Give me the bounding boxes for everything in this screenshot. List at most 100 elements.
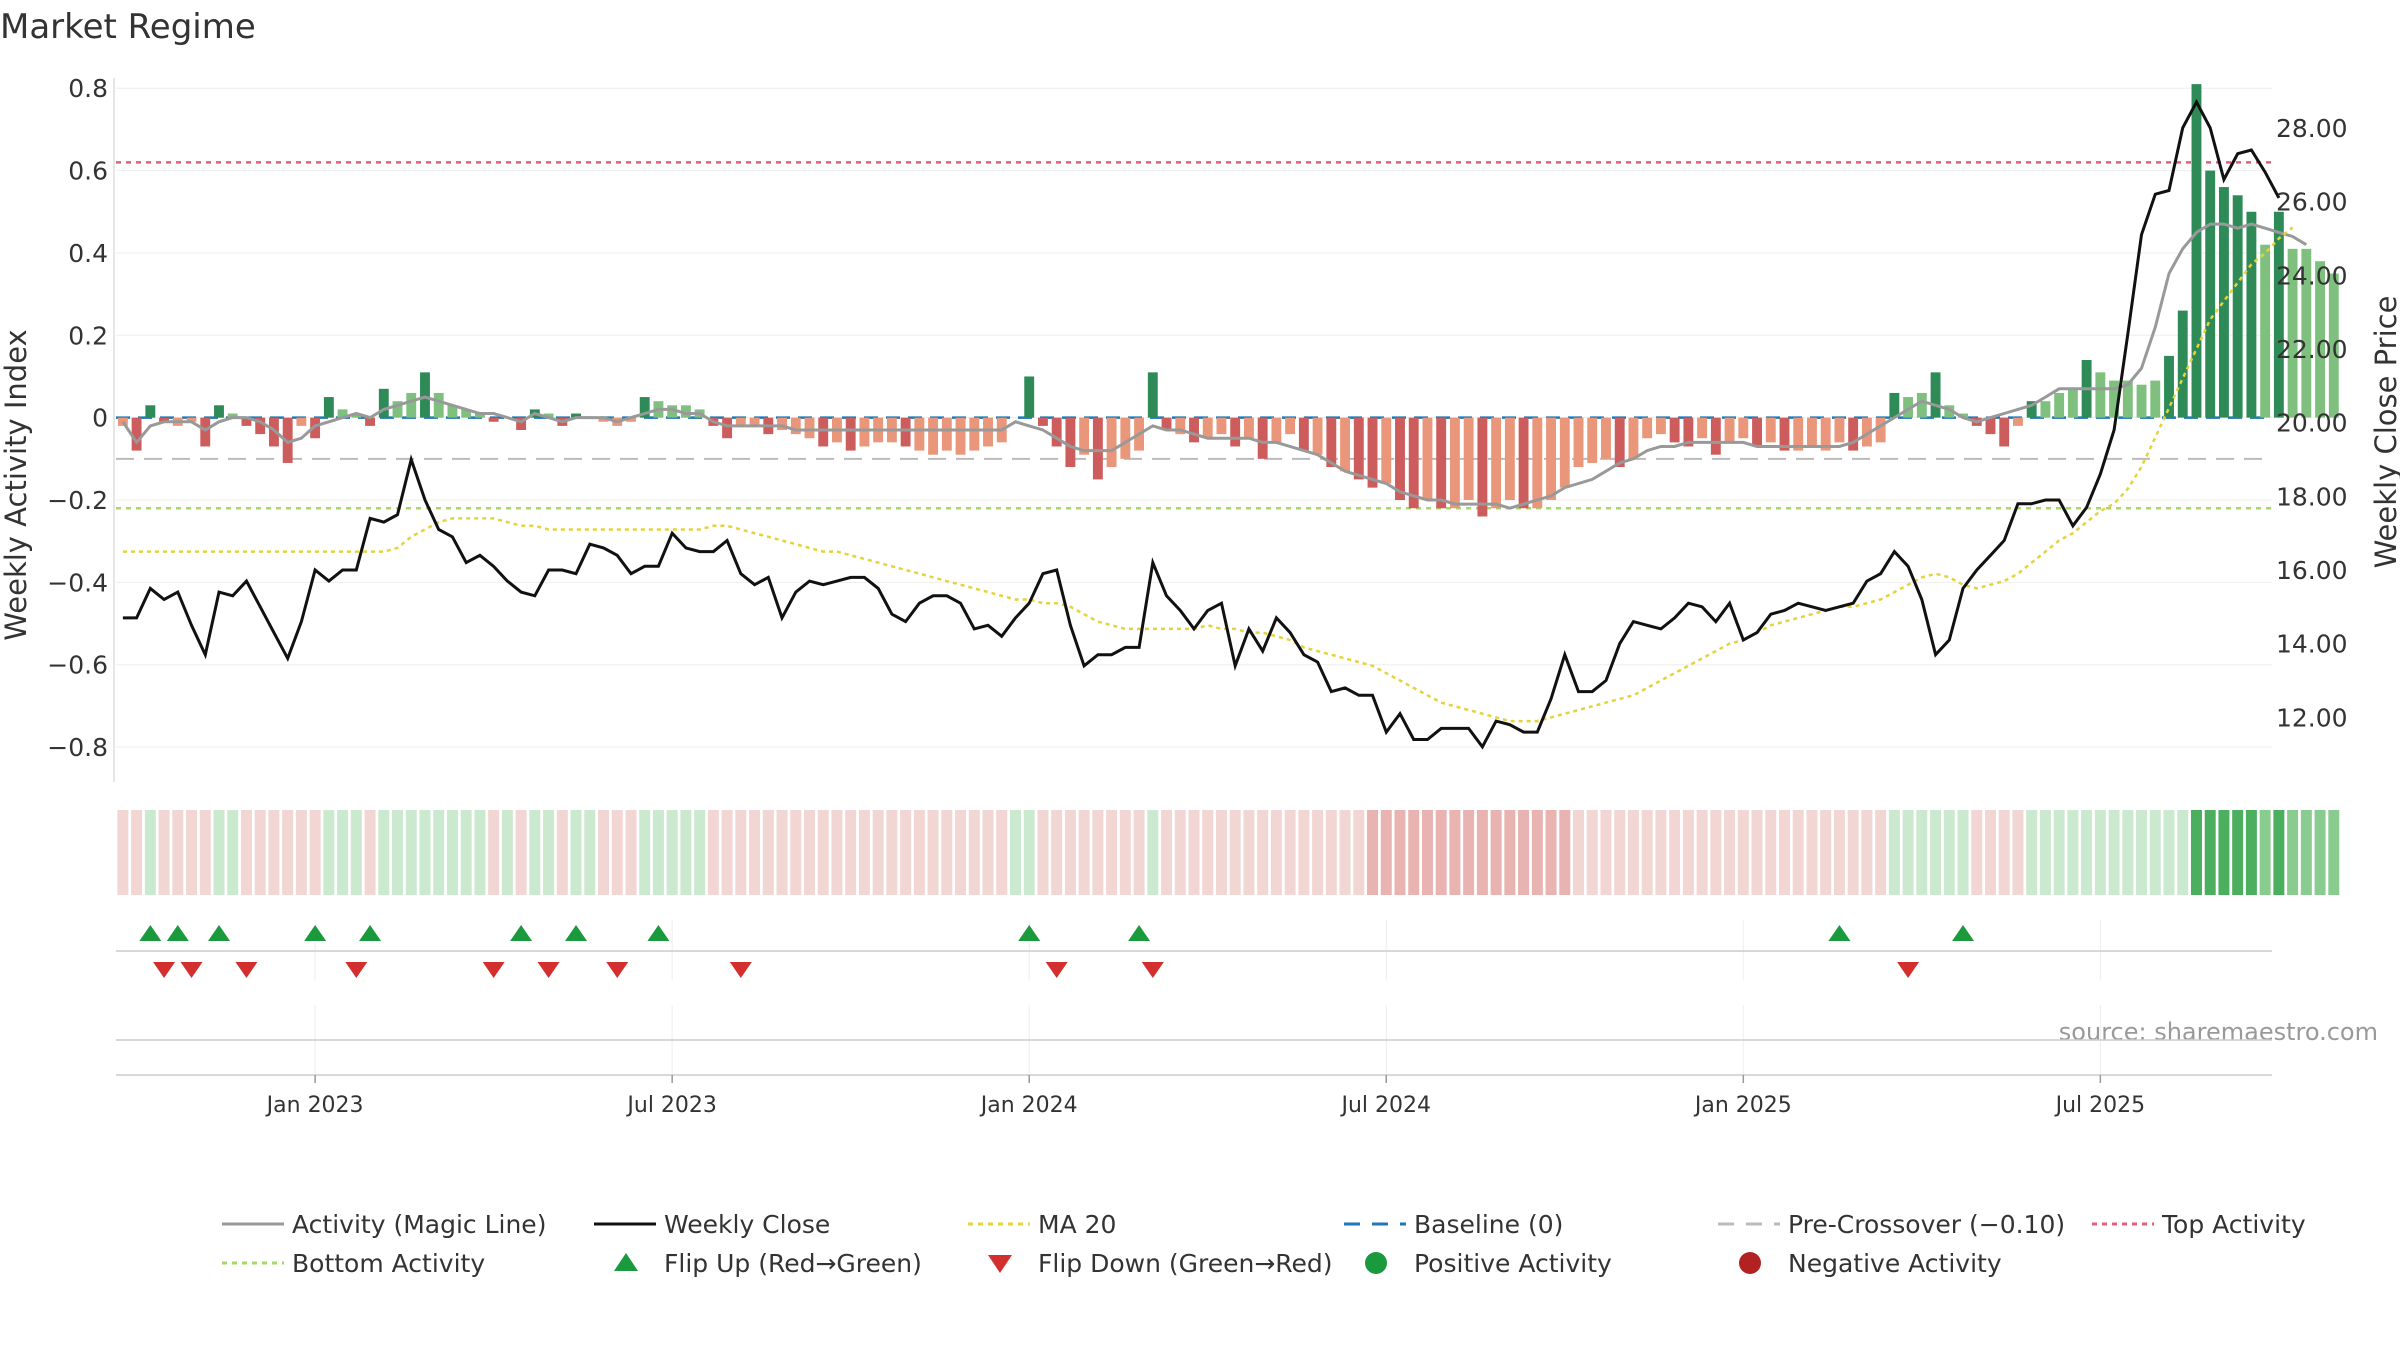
- regime-cell: [1614, 810, 1626, 895]
- regime-cell: [1875, 810, 1887, 895]
- legend-item: Weekly Close: [594, 1210, 830, 1239]
- activity-bar: [2301, 248, 2312, 418]
- y-right-tick-label: 20.00: [2276, 409, 2348, 438]
- activity-bar: [2054, 392, 2065, 418]
- regime-cell: [1270, 810, 1282, 895]
- activity-bar: [2232, 195, 2243, 418]
- activity-bars: [117, 84, 2339, 517]
- regime-cell: [872, 810, 884, 895]
- activity-bar: [1889, 392, 1900, 418]
- regime-cell: [831, 810, 843, 895]
- x-tick-label: Jan 2023: [265, 1093, 364, 1118]
- activity-bar: [1655, 417, 1666, 435]
- regime-cell: [886, 810, 898, 895]
- flip-up-marker: [304, 925, 327, 941]
- regime-cell: [1696, 810, 1708, 895]
- activity-bar: [1065, 417, 1076, 468]
- regime-cell: [1943, 810, 1955, 895]
- activity-bar: [1202, 417, 1213, 439]
- activity-bar: [1903, 397, 1914, 418]
- regime-cell: [1902, 810, 1914, 895]
- activity-bar: [1930, 372, 1941, 418]
- activity-bar: [1697, 417, 1708, 439]
- regime-cell: [941, 810, 953, 895]
- legend-label: Weekly Close: [664, 1210, 830, 1239]
- activity-bar: [1189, 417, 1199, 443]
- activity-bar: [1491, 417, 1502, 509]
- regime-cell: [186, 810, 198, 895]
- flip-markers-panel: [116, 920, 2272, 980]
- regime-cell: [2053, 810, 2065, 895]
- activity-bar: [2218, 187, 2229, 418]
- y-axis-left-title: Weekly Activity Index: [0, 329, 33, 640]
- activity-bar: [722, 417, 733, 439]
- y-left-tick-label: −0.2: [47, 486, 108, 515]
- y-right-tick-label: 24.00: [2276, 261, 2348, 290]
- legend-label: Bottom Activity: [292, 1249, 485, 1278]
- legend-label: Baseline (0): [1414, 1210, 1563, 1239]
- activity-bar: [1710, 417, 1721, 455]
- regime-cell: [2012, 810, 2024, 895]
- activity-bar: [1381, 417, 1392, 484]
- regime-cell: [927, 810, 939, 895]
- regime-cell: [913, 810, 925, 895]
- regime-cell: [707, 810, 719, 895]
- regime-cell: [2149, 810, 2161, 895]
- activity-bar: [777, 417, 787, 430]
- regime-cell: [584, 810, 596, 895]
- regime-cell: [817, 810, 829, 895]
- activity-bar: [323, 397, 334, 418]
- regime-cell: [1600, 810, 1612, 895]
- regime-cell: [1655, 810, 1667, 895]
- activity-bar: [1395, 417, 1405, 500]
- regime-cell: [1421, 810, 1433, 895]
- regime-cell: [1449, 810, 1461, 895]
- regime-cell: [735, 810, 747, 895]
- regime-cell: [295, 810, 307, 895]
- flip-down-marker: [482, 962, 505, 978]
- regime-cell: [1792, 810, 1804, 895]
- legend-label: Flip Up (Red→Green): [664, 1249, 922, 1278]
- regime-cell: [1930, 810, 1942, 895]
- regime-cell: [2136, 810, 2148, 895]
- flip-down-marker: [180, 962, 203, 978]
- activity-bar: [488, 417, 499, 422]
- activity-bar: [2273, 211, 2284, 418]
- axes: 0.8 0.6 0.4 0.2 0 −0.2 −0.4 −0.6 −0.8 28.00 26.00 2…: [47, 74, 2348, 782]
- regime-cell: [749, 810, 761, 895]
- flip-down-marker: [537, 962, 560, 978]
- regime-cell: [721, 810, 733, 895]
- legend-label: Activity (Magic Line): [292, 1210, 546, 1239]
- regime-cell: [900, 810, 912, 895]
- regime-cell: [1559, 810, 1571, 895]
- regime-cell: [666, 810, 678, 895]
- activity-bar: [1367, 417, 1378, 488]
- y-left-tick-label: 0: [92, 404, 108, 433]
- regime-cell: [1682, 810, 1694, 895]
- regime-cell: [364, 810, 376, 895]
- regime-cell: [1504, 810, 1516, 895]
- series-lines: [121, 98, 2308, 750]
- activity-bar: [1120, 417, 1131, 459]
- y-right-tick-label: 22.00: [2276, 335, 2348, 364]
- activity-bar: [1477, 417, 1488, 517]
- activity-bar: [2122, 380, 2133, 418]
- activity-bar: [639, 397, 650, 418]
- activity-bar: [1587, 417, 1598, 463]
- activity-bar: [2136, 384, 2147, 418]
- x-tick-label: Jan 2024: [979, 1093, 1078, 1118]
- regime-cell: [282, 810, 294, 895]
- activity-bar: [790, 417, 801, 435]
- flip-down-marker: [345, 962, 368, 978]
- regime-cell: [144, 810, 156, 895]
- activity-bar: [2040, 401, 2051, 418]
- activity-bar: [914, 417, 925, 451]
- regime-cell: [2067, 810, 2079, 895]
- regime-cell: [1463, 810, 1475, 895]
- regime-cell: [2245, 810, 2257, 895]
- flip-up-marker: [647, 925, 670, 941]
- activity-bar: [543, 413, 554, 418]
- legend-label: Negative Activity: [1788, 1249, 2002, 1278]
- activity-bar: [626, 417, 636, 422]
- regime-cell: [1174, 810, 1186, 895]
